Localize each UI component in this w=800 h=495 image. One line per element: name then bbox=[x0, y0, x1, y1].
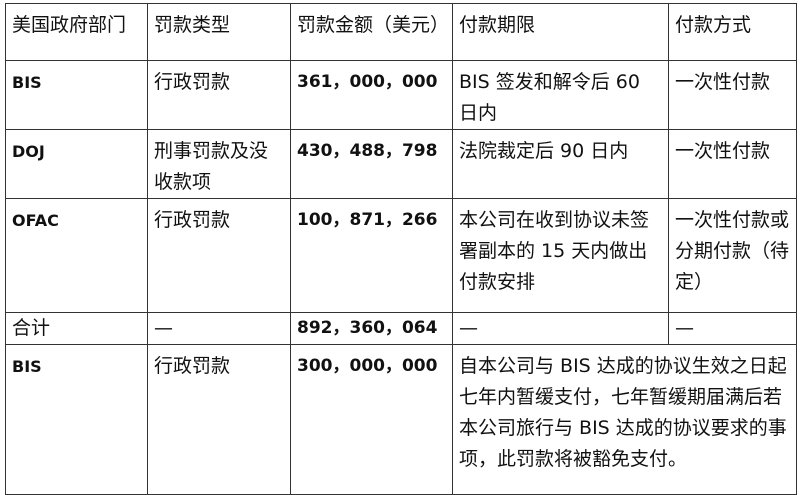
agency-cell: DOJ bbox=[5, 129, 148, 199]
type-cell: — bbox=[147, 312, 291, 345]
method-cell: 一次性付款或分期付款（待定） bbox=[668, 198, 797, 313]
table-row: BIS 行政罚款 300，000，000 自本公司与 BIS 达成的协议生效之日… bbox=[5, 344, 797, 495]
agency-cell: 合计 bbox=[5, 312, 148, 345]
type-cell: 行政罚款 bbox=[147, 60, 291, 130]
amount-cell: 361，000，000 bbox=[290, 60, 453, 130]
deadline-cell: 本公司在收到协议未签署副本的 15 天内做出付款安排 bbox=[452, 198, 669, 313]
amount-cell: 100，871，266 bbox=[290, 198, 453, 313]
header-cell: 罚款类型 bbox=[147, 3, 291, 61]
amount-cell: 430，488，798 bbox=[290, 129, 453, 199]
header-cell: 罚款金额（美元） bbox=[290, 3, 453, 61]
table-row: DOJ 刑事罚款及没收款项 430，488，798 法院裁定后 90 日内 一次… bbox=[5, 129, 797, 199]
total-row: 合计 — 892，360，064 — — bbox=[5, 312, 797, 345]
table-row: OFAC 行政罚款 100，871，266 本公司在收到协议未签署副本的 15 … bbox=[5, 198, 797, 313]
header-row: 美国政府部门 罚款类型 罚款金额（美元） 付款期限 付款方式 bbox=[5, 3, 797, 61]
header-cell: 付款期限 bbox=[452, 3, 669, 61]
agency-cell: OFAC bbox=[5, 198, 148, 313]
method-cell: — bbox=[668, 312, 797, 345]
type-cell: 行政罚款 bbox=[147, 198, 291, 313]
note-cell: 自本公司与 BIS 达成的协议生效之日起七年内暂缓支付，七年暂缓期届满后若本公司… bbox=[452, 344, 797, 495]
header-cell: 付款方式 bbox=[668, 3, 797, 61]
amount-cell: 892，360，064 bbox=[290, 312, 453, 345]
type-cell: 刑事罚款及没收款项 bbox=[147, 129, 291, 199]
deadline-cell: 法院裁定后 90 日内 bbox=[452, 129, 669, 199]
agency-cell: BIS bbox=[5, 60, 148, 130]
type-cell: 行政罚款 bbox=[147, 344, 291, 495]
amount-cell: 300，000，000 bbox=[290, 344, 453, 495]
method-cell: 一次性付款 bbox=[668, 60, 797, 130]
table-row: BIS 行政罚款 361，000，000 BIS 签发和解令后 60 日内 一次… bbox=[5, 60, 797, 130]
agency-cell: BIS bbox=[5, 344, 148, 495]
deadline-cell: BIS 签发和解令后 60 日内 bbox=[452, 60, 669, 130]
deadline-cell: — bbox=[452, 312, 669, 345]
header-cell: 美国政府部门 bbox=[5, 3, 148, 61]
penalty-table: 美国政府部门 罚款类型 罚款金额（美元） 付款期限 付款方式 BIS 行政罚款 … bbox=[5, 3, 797, 495]
method-cell: 一次性付款 bbox=[668, 129, 797, 199]
